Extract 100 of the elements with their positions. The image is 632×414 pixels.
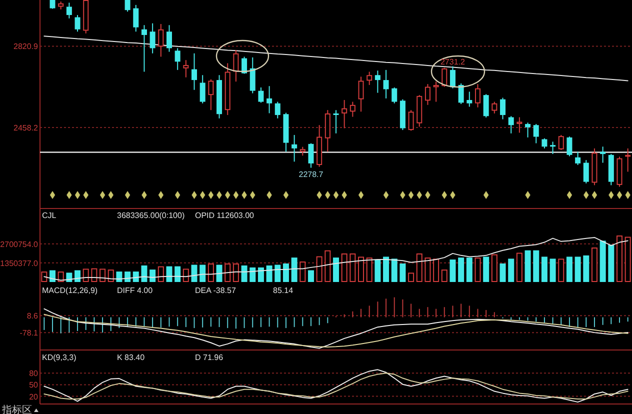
candlestick bbox=[308, 142, 314, 168]
bar bbox=[366, 258, 372, 282]
bar bbox=[416, 253, 422, 282]
candlestick bbox=[533, 123, 539, 144]
bar bbox=[608, 244, 614, 282]
bar bbox=[124, 272, 131, 282]
candlestick bbox=[258, 86, 264, 104]
chart-title: KD(9,3,3) bbox=[42, 353, 77, 362]
bar bbox=[483, 256, 490, 282]
bar bbox=[474, 258, 481, 282]
annotation: 2278.7 bbox=[298, 170, 324, 179]
candlestick bbox=[550, 141, 556, 155]
candlestick bbox=[383, 69, 389, 99]
bar bbox=[333, 258, 339, 282]
bar bbox=[450, 260, 456, 282]
y-tick-label: -78.1 bbox=[20, 328, 39, 338]
candlestick bbox=[200, 74, 206, 104]
annotation: OPID 112603.00 bbox=[195, 211, 255, 220]
bar bbox=[558, 258, 564, 282]
bar bbox=[200, 264, 206, 282]
bar bbox=[458, 258, 464, 282]
candlestick bbox=[124, 0, 130, 12]
bar bbox=[374, 260, 381, 282]
bar bbox=[324, 250, 331, 282]
candlestick bbox=[483, 94, 489, 118]
bar bbox=[300, 262, 306, 282]
candlestick bbox=[150, 22, 156, 54]
annotation: 2731.2 bbox=[440, 57, 466, 66]
candlestick bbox=[242, 56, 248, 74]
chart-title: CJL bbox=[42, 211, 57, 220]
y-tick-label: 80 bbox=[29, 369, 39, 378]
candlestick bbox=[174, 48, 180, 70]
candlestick bbox=[266, 86, 272, 114]
candlestick bbox=[600, 146, 606, 164]
candlestick bbox=[433, 81, 439, 102]
candlestick bbox=[74, 14, 80, 32]
y-tick-label: 2700754.0 bbox=[0, 240, 39, 249]
candlestick bbox=[442, 67, 448, 88]
line-series bbox=[44, 308, 628, 349]
bar bbox=[491, 254, 498, 282]
bar bbox=[100, 268, 106, 282]
annotation: 3683365.00(0:100) bbox=[117, 211, 185, 220]
bar bbox=[383, 256, 390, 282]
candlestick bbox=[542, 138, 548, 149]
bar bbox=[441, 270, 448, 282]
candlestick bbox=[250, 56, 256, 94]
line-series bbox=[44, 236, 628, 281]
bar bbox=[624, 236, 631, 282]
annotation: DIFF 4.00 bbox=[117, 286, 154, 295]
bar bbox=[108, 270, 114, 282]
bar bbox=[41, 272, 48, 282]
bar bbox=[266, 265, 272, 282]
bar bbox=[400, 263, 406, 282]
bar bbox=[132, 272, 139, 282]
bar bbox=[424, 258, 431, 282]
bar bbox=[316, 256, 322, 282]
bar bbox=[574, 256, 581, 282]
bar bbox=[116, 272, 122, 282]
annotation: DEA -38.57 bbox=[195, 286, 236, 295]
bar bbox=[141, 265, 148, 282]
bar bbox=[541, 256, 548, 282]
candlestick bbox=[583, 160, 589, 184]
candlestick bbox=[183, 60, 189, 78]
bar bbox=[466, 258, 472, 282]
candlestick bbox=[350, 101, 356, 118]
annotation: D 71.96 bbox=[195, 353, 224, 362]
candlestick bbox=[158, 23, 164, 58]
candlestick bbox=[525, 122, 531, 138]
bar bbox=[308, 270, 314, 282]
bar bbox=[166, 266, 172, 282]
y-tick-label: 20 bbox=[29, 392, 39, 402]
bar bbox=[616, 235, 622, 282]
bar bbox=[174, 266, 181, 282]
bar bbox=[391, 258, 398, 282]
candlestick bbox=[333, 110, 339, 134]
bar bbox=[224, 263, 231, 282]
candlestick bbox=[492, 101, 498, 114]
bar bbox=[91, 268, 98, 282]
candlestick bbox=[192, 52, 198, 90]
bar bbox=[566, 256, 572, 282]
candlestick bbox=[566, 136, 572, 157]
bar bbox=[208, 263, 214, 282]
bar bbox=[250, 267, 256, 282]
candlestick bbox=[450, 66, 456, 89]
bar bbox=[516, 252, 522, 282]
candlestick bbox=[516, 116, 522, 134]
bar bbox=[258, 267, 264, 282]
y-tick-label: 8.6 bbox=[26, 312, 39, 321]
text: MACD(12,26,9) bbox=[42, 286, 98, 295]
line-series bbox=[44, 314, 628, 348]
y-tick-label: 50 bbox=[29, 380, 39, 390]
candlestick bbox=[374, 70, 380, 94]
bar bbox=[500, 263, 506, 282]
bar bbox=[350, 253, 356, 282]
candlestick bbox=[166, 24, 172, 52]
candlestick bbox=[466, 91, 472, 108]
bar bbox=[341, 253, 348, 282]
bar bbox=[291, 258, 298, 282]
candlestick bbox=[424, 84, 430, 106]
candlestick bbox=[342, 99, 348, 129]
